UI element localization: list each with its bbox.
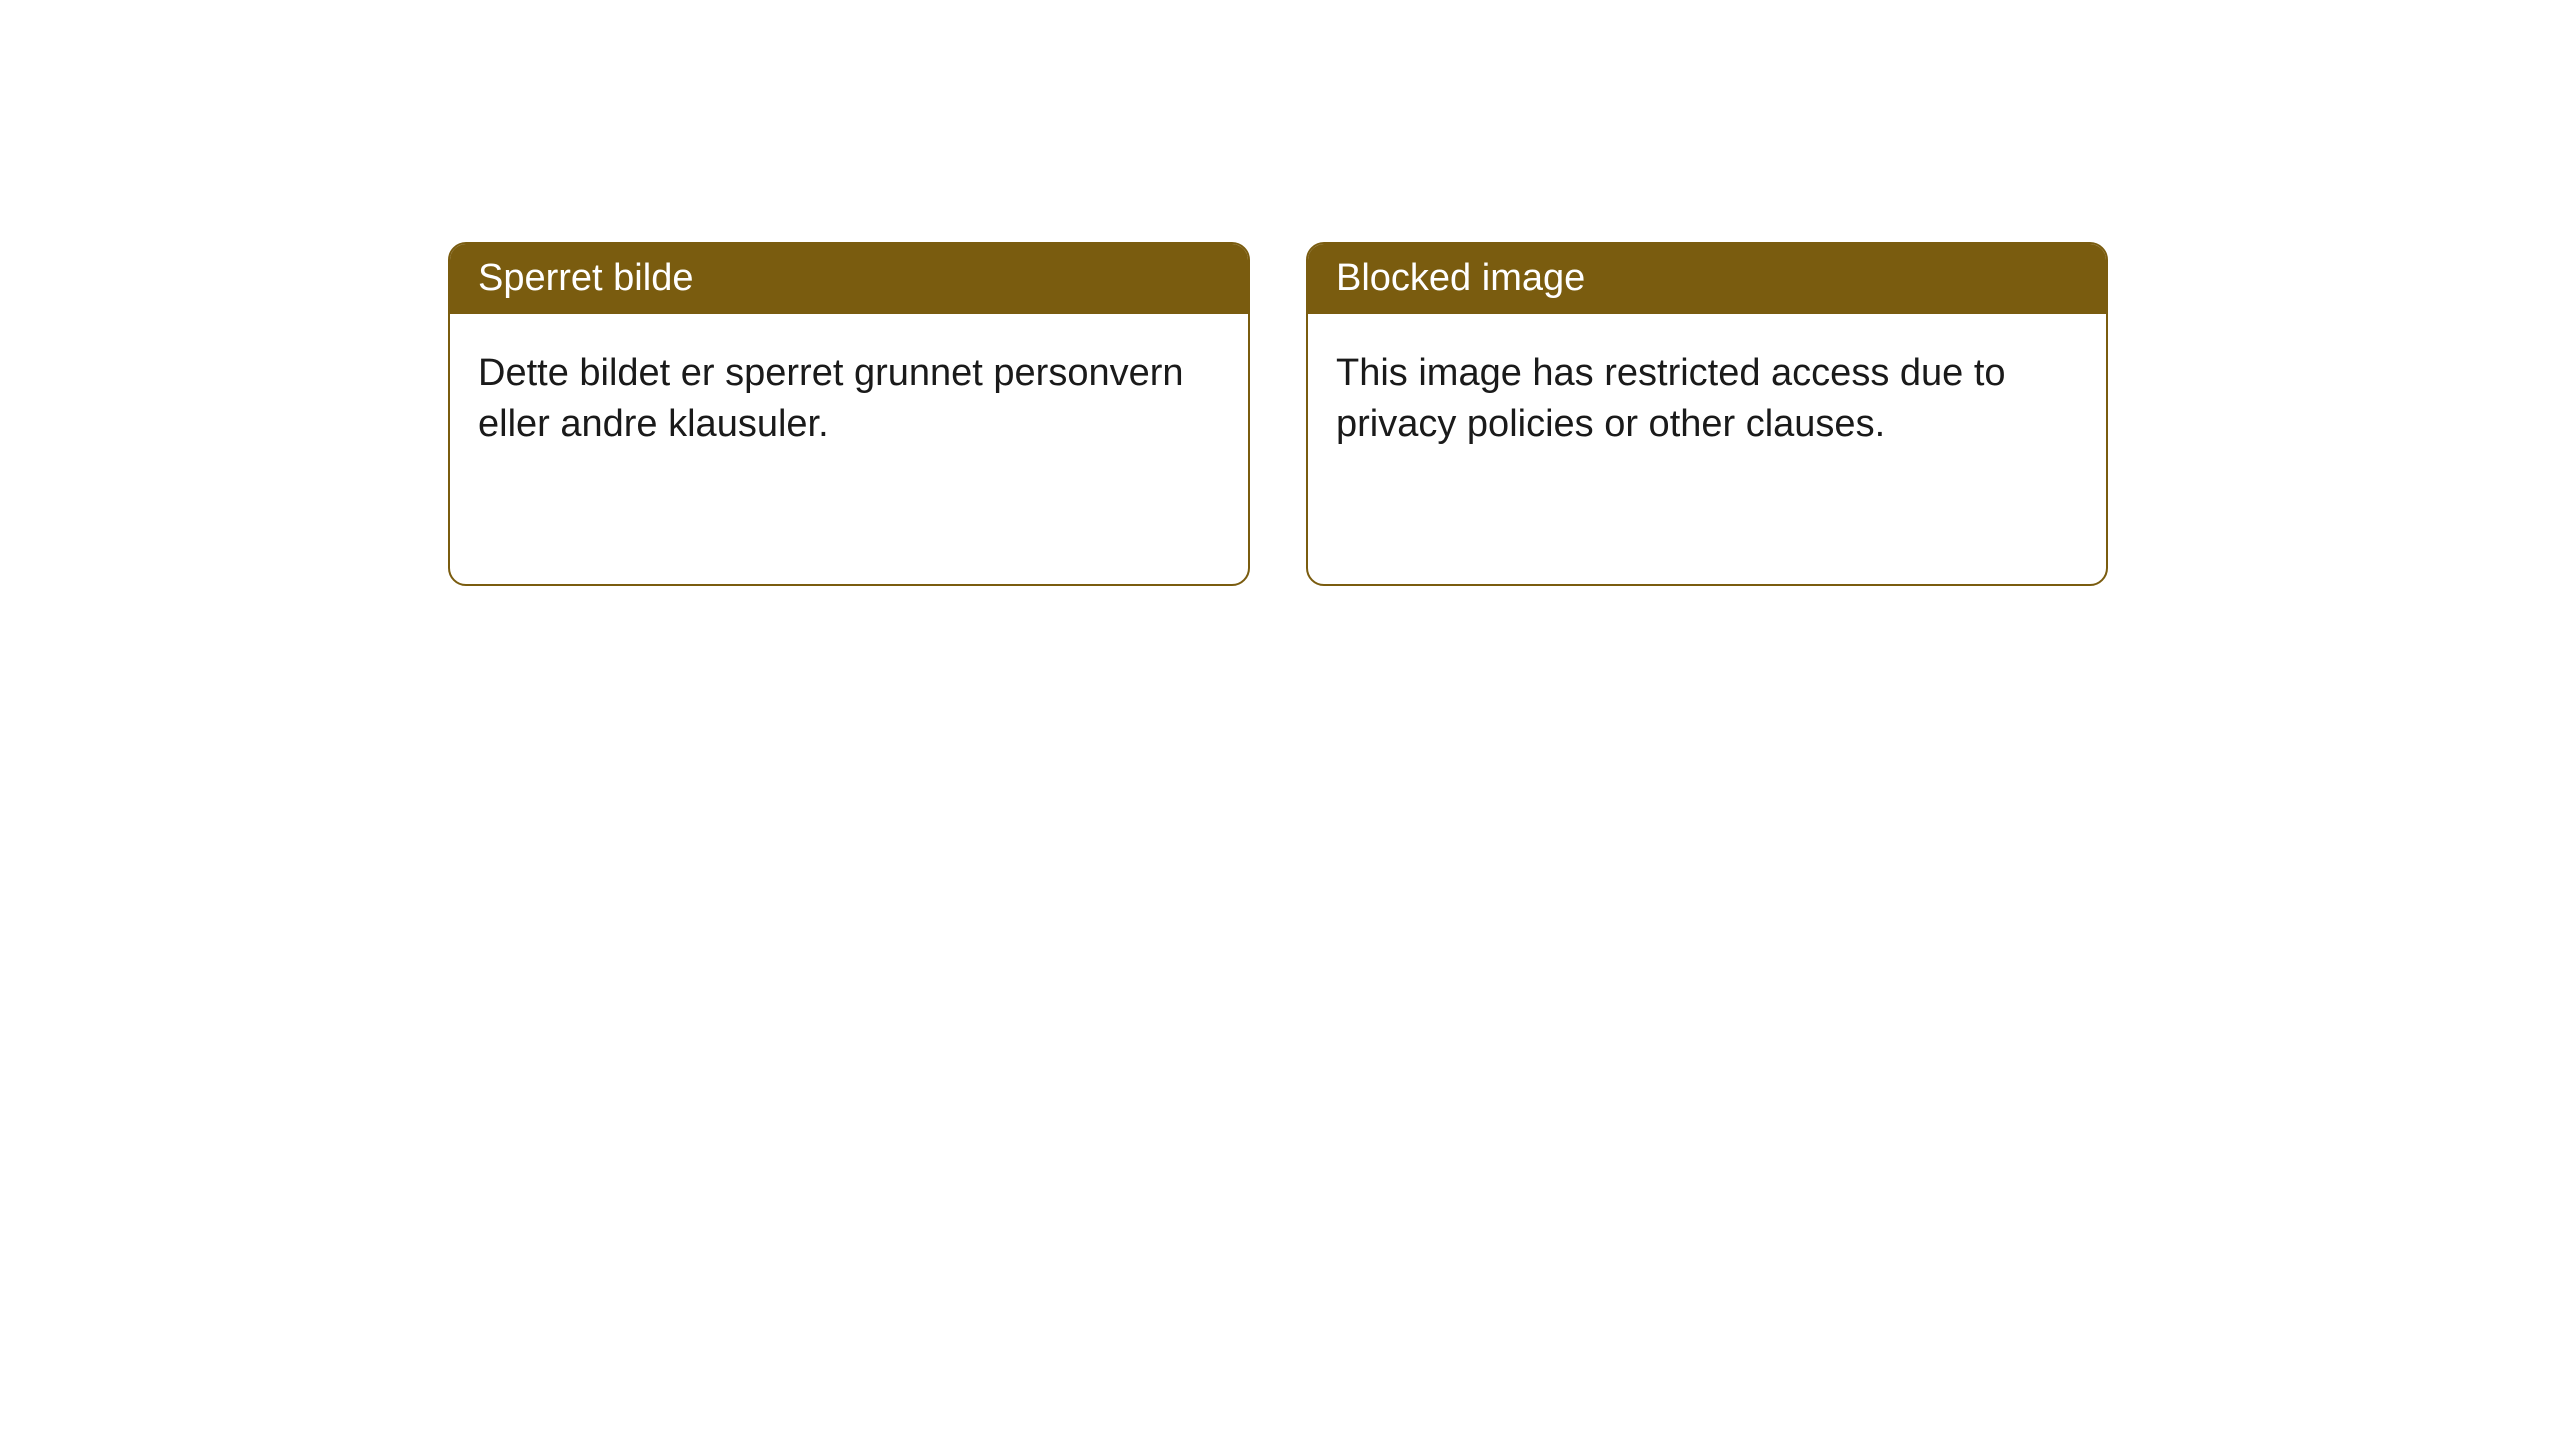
- notice-container: Sperret bilde Dette bildet er sperret gr…: [0, 0, 2560, 586]
- notice-title: Blocked image: [1308, 244, 2106, 314]
- notice-card-english: Blocked image This image has restricted …: [1306, 242, 2108, 586]
- notice-body: Dette bildet er sperret grunnet personve…: [450, 314, 1248, 584]
- notice-card-norwegian: Sperret bilde Dette bildet er sperret gr…: [448, 242, 1250, 586]
- notice-body: This image has restricted access due to …: [1308, 314, 2106, 584]
- notice-title: Sperret bilde: [450, 244, 1248, 314]
